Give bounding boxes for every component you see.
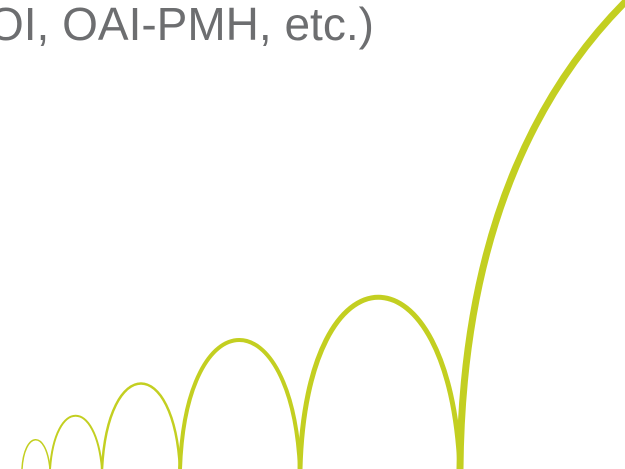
arc-3 [102, 384, 180, 469]
arc-6 [460, 0, 625, 469]
arc-1 [22, 440, 50, 469]
arc-5 [300, 297, 460, 469]
arc-4 [180, 340, 300, 469]
arc-2 [50, 416, 102, 469]
